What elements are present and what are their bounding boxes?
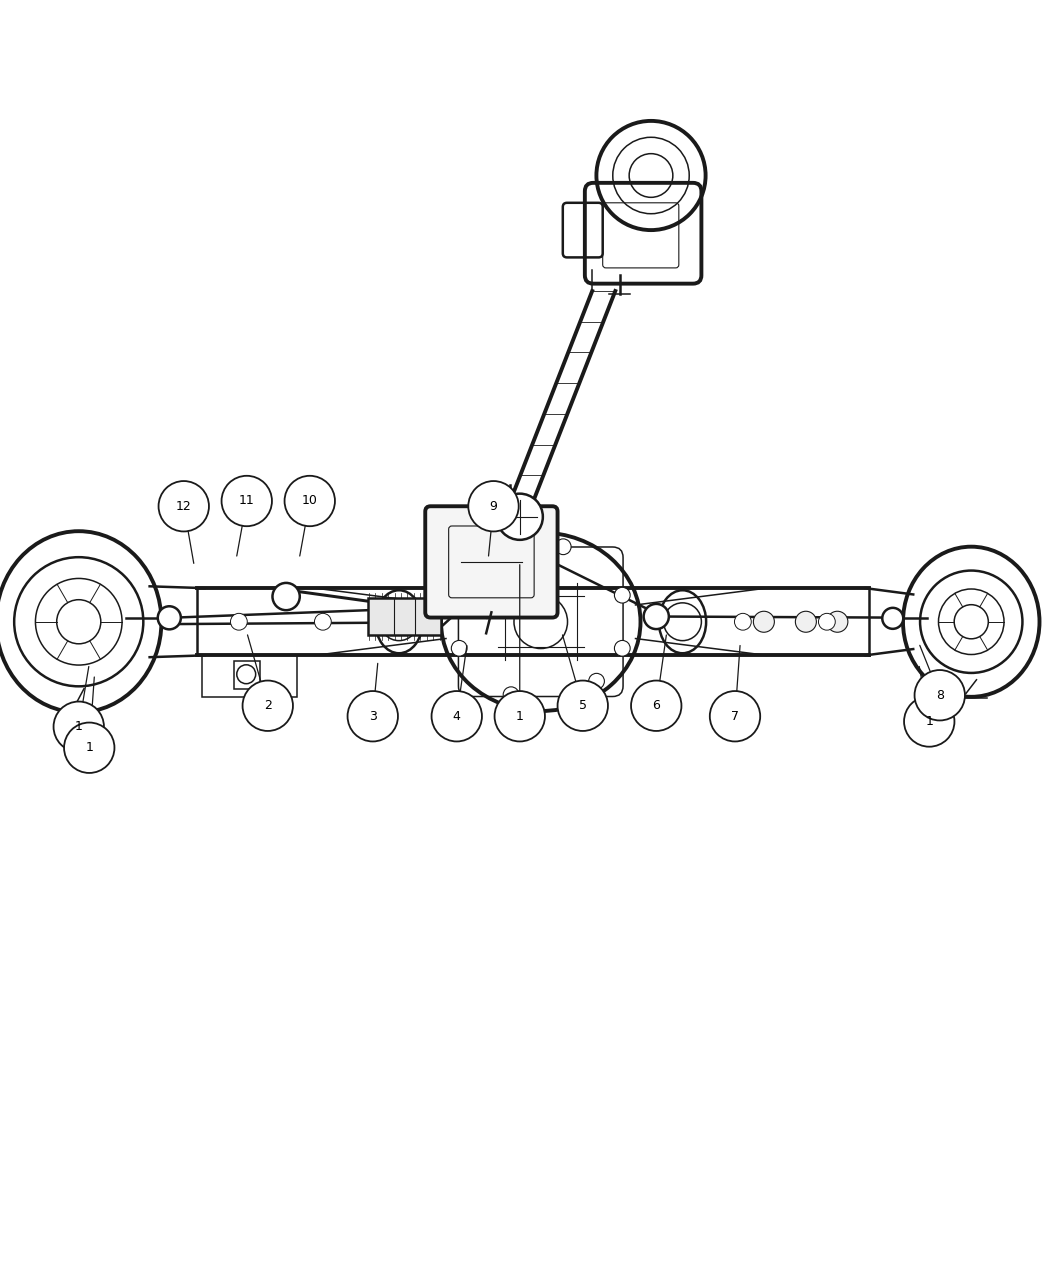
Circle shape — [589, 673, 605, 689]
Text: 2: 2 — [264, 699, 272, 713]
Text: 7: 7 — [731, 710, 739, 723]
Text: 3: 3 — [369, 710, 377, 723]
Circle shape — [497, 493, 543, 539]
Circle shape — [495, 691, 545, 742]
FancyBboxPatch shape — [425, 506, 558, 617]
Circle shape — [452, 640, 467, 657]
Circle shape — [54, 701, 104, 752]
Circle shape — [432, 691, 482, 742]
Text: 5: 5 — [579, 699, 587, 713]
Text: 10: 10 — [301, 495, 318, 507]
Circle shape — [796, 611, 817, 632]
Text: 1: 1 — [925, 715, 933, 728]
Circle shape — [555, 539, 571, 555]
Circle shape — [273, 583, 300, 611]
Circle shape — [827, 611, 848, 632]
Circle shape — [237, 664, 256, 683]
Circle shape — [315, 613, 332, 630]
Circle shape — [644, 604, 669, 629]
Circle shape — [904, 696, 954, 747]
Circle shape — [231, 613, 248, 630]
Circle shape — [64, 723, 114, 773]
Circle shape — [614, 640, 630, 657]
Polygon shape — [368, 598, 441, 635]
Circle shape — [452, 588, 467, 603]
Circle shape — [631, 681, 681, 731]
Circle shape — [222, 476, 272, 527]
Circle shape — [614, 588, 630, 603]
Text: 1: 1 — [75, 720, 83, 733]
Text: 8: 8 — [936, 688, 944, 701]
Circle shape — [243, 681, 293, 731]
Text: 1: 1 — [516, 710, 524, 723]
Text: 4: 4 — [453, 710, 461, 723]
Circle shape — [915, 671, 965, 720]
Text: 11: 11 — [239, 495, 254, 507]
Text: 12: 12 — [176, 500, 191, 513]
Circle shape — [735, 613, 752, 630]
Circle shape — [710, 691, 760, 742]
Text: 1: 1 — [85, 741, 93, 755]
Circle shape — [503, 687, 519, 703]
Circle shape — [818, 613, 836, 630]
Circle shape — [159, 481, 209, 532]
Circle shape — [754, 611, 775, 632]
Circle shape — [348, 691, 398, 742]
Text: 9: 9 — [489, 500, 498, 513]
Circle shape — [882, 608, 903, 629]
Circle shape — [468, 481, 519, 532]
Circle shape — [477, 555, 492, 570]
Circle shape — [558, 681, 608, 731]
Circle shape — [285, 476, 335, 527]
Text: 6: 6 — [652, 699, 660, 713]
Circle shape — [158, 606, 181, 630]
